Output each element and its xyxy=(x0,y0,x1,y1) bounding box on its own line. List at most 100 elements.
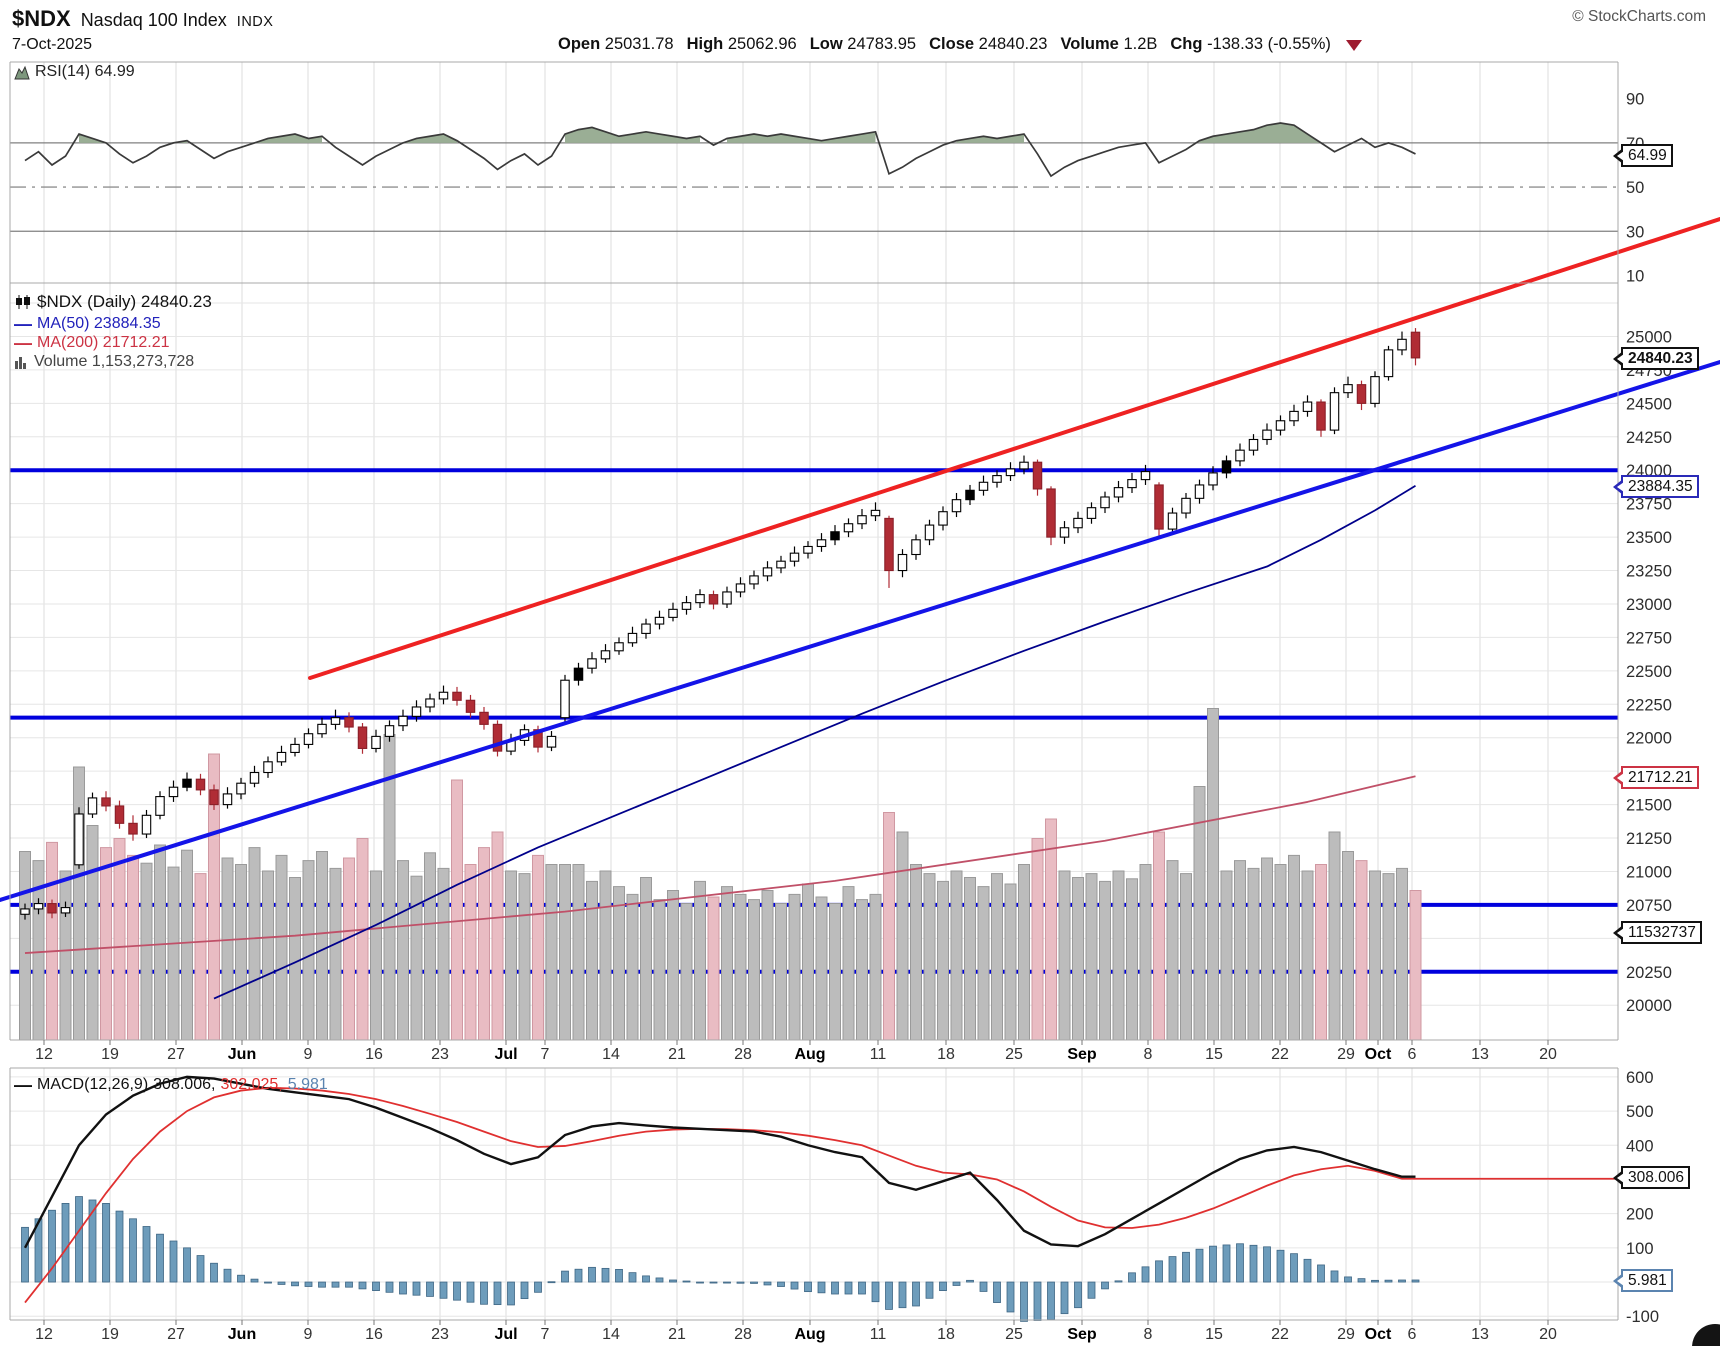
svg-text:13: 13 xyxy=(1471,1326,1489,1343)
svg-text:23750: 23750 xyxy=(1626,496,1672,514)
rsi-legend: RSI(14) 64.99 xyxy=(14,63,135,81)
svg-text:22750: 22750 xyxy=(1626,629,1672,647)
index-name: Nasdaq 100 Index xyxy=(80,10,227,30)
svg-text:8: 8 xyxy=(1144,1326,1153,1343)
svg-text:14: 14 xyxy=(602,1046,620,1063)
svg-text:21000: 21000 xyxy=(1626,863,1672,881)
svg-text:22: 22 xyxy=(1271,1046,1289,1063)
chart-header: $NDX Nasdaq 100 Index INDX xyxy=(12,6,273,32)
ma50-legend: — MA(50) 23884.35 xyxy=(14,314,161,334)
svg-text:22500: 22500 xyxy=(1626,663,1672,681)
svg-text:23000: 23000 xyxy=(1626,596,1672,614)
ma50-line-icon: — xyxy=(14,314,32,334)
svg-text:12: 12 xyxy=(35,1046,53,1063)
svg-text:28: 28 xyxy=(734,1326,752,1343)
svg-text:27: 27 xyxy=(167,1326,185,1343)
quote-summary: Open 25031.78 High 25062.96 Low 24783.95… xyxy=(558,35,1362,54)
macd-line-icon: — xyxy=(14,1075,32,1095)
svg-text:600: 600 xyxy=(1626,1069,1654,1087)
svg-text:6: 6 xyxy=(1408,1326,1417,1343)
svg-text:Aug: Aug xyxy=(794,1326,825,1343)
ma50-value-box: 23884.35 xyxy=(1621,475,1699,498)
svg-text:25: 25 xyxy=(1005,1046,1023,1063)
svg-text:Sep: Sep xyxy=(1067,1326,1097,1343)
svg-text:9: 9 xyxy=(304,1326,313,1343)
svg-text:21: 21 xyxy=(668,1046,686,1063)
svg-text:90: 90 xyxy=(1626,91,1644,109)
svg-text:-100: -100 xyxy=(1626,1308,1659,1326)
exchange-label: INDX xyxy=(236,14,274,30)
hist-value: 5.981 xyxy=(287,1076,328,1093)
svg-text:11: 11 xyxy=(870,1046,887,1063)
last-price-box: 24840.23 xyxy=(1621,347,1699,370)
svg-text:9: 9 xyxy=(304,1046,313,1063)
low-value: Low 24783.95 xyxy=(809,35,917,53)
svg-text:Jul: Jul xyxy=(494,1046,517,1063)
svg-text:Aug: Aug xyxy=(794,1046,825,1063)
svg-text:Sep: Sep xyxy=(1067,1046,1097,1063)
volume-value: Volume 1.2B xyxy=(1060,35,1158,53)
svg-text:25000: 25000 xyxy=(1626,328,1672,346)
svg-text:16: 16 xyxy=(365,1046,383,1063)
svg-text:20250: 20250 xyxy=(1626,964,1672,982)
high-value: High 25062.96 xyxy=(686,35,797,53)
close-value: Close 24840.23 xyxy=(929,35,1048,53)
rsi-area-icon xyxy=(14,65,30,79)
macd-value: 308.006, xyxy=(153,1076,216,1093)
svg-text:20000: 20000 xyxy=(1626,997,1672,1015)
svg-text:23: 23 xyxy=(431,1326,449,1343)
svg-text:8: 8 xyxy=(1144,1046,1153,1063)
svg-text:100: 100 xyxy=(1626,1240,1654,1258)
signal-value: 302.025, xyxy=(220,1076,283,1093)
svg-text:18: 18 xyxy=(937,1046,955,1063)
volume-legend: Volume 1,153,273,728 xyxy=(14,353,194,371)
macd-value-box: 308.006 xyxy=(1621,1166,1691,1189)
svg-text:23500: 23500 xyxy=(1626,529,1672,547)
stockcharts-watermark: © StockCharts.com xyxy=(1572,8,1706,25)
svg-text:500: 500 xyxy=(1626,1103,1654,1121)
svg-text:29: 29 xyxy=(1337,1326,1355,1343)
svg-text:400: 400 xyxy=(1626,1137,1654,1155)
svg-text:29: 29 xyxy=(1337,1046,1355,1063)
svg-text:13: 13 xyxy=(1471,1046,1489,1063)
svg-text:Jul: Jul xyxy=(494,1326,517,1343)
svg-text:20: 20 xyxy=(1539,1046,1557,1063)
candlestick-icon xyxy=(16,295,30,309)
ma200-legend: — MA(200) 21712.21 xyxy=(14,333,170,353)
svg-text:15: 15 xyxy=(1205,1046,1223,1063)
macd-params: MACD(12,26,9) xyxy=(37,1076,149,1093)
svg-text:Oct: Oct xyxy=(1365,1046,1392,1063)
svg-text:12: 12 xyxy=(35,1326,53,1343)
svg-text:20: 20 xyxy=(1539,1326,1557,1343)
macd-legend: — MACD(12,26,9) 308.006, 302.025, 5.981 xyxy=(14,1076,328,1094)
chart-date: 7-Oct-2025 xyxy=(12,36,93,53)
price-legend: $NDX (Daily) 24840.23 xyxy=(14,292,212,312)
open-value: Open 25031.78 xyxy=(558,35,674,53)
corner-logo-dot xyxy=(1692,1324,1720,1346)
svg-text:11: 11 xyxy=(870,1326,887,1343)
svg-text:22000: 22000 xyxy=(1626,730,1672,748)
svg-text:19: 19 xyxy=(101,1046,119,1063)
svg-text:50: 50 xyxy=(1626,179,1644,197)
svg-text:200: 200 xyxy=(1626,1206,1654,1224)
svg-text:24500: 24500 xyxy=(1626,395,1672,413)
svg-text:22250: 22250 xyxy=(1626,696,1672,714)
svg-text:21500: 21500 xyxy=(1626,797,1672,815)
ma200-value-box: 21712.21 xyxy=(1621,766,1699,789)
svg-text:28: 28 xyxy=(734,1046,752,1063)
svg-text:10: 10 xyxy=(1626,267,1644,285)
svg-text:7: 7 xyxy=(541,1326,550,1343)
svg-text:27: 27 xyxy=(167,1046,185,1063)
volume-bars-icon xyxy=(15,357,26,369)
svg-text:20750: 20750 xyxy=(1626,897,1672,915)
svg-text:Jun: Jun xyxy=(228,1046,256,1063)
svg-text:16: 16 xyxy=(365,1326,383,1343)
svg-text:21250: 21250 xyxy=(1626,830,1672,848)
change-value: Chg -138.33 (-0.55%) xyxy=(1170,35,1331,53)
change-down-triangle-icon xyxy=(1345,40,1362,51)
ticker-symbol: $NDX xyxy=(12,6,71,31)
rsi-value-box: 64.99 xyxy=(1621,144,1673,167)
svg-text:30: 30 xyxy=(1626,223,1644,241)
svg-text:15: 15 xyxy=(1205,1326,1223,1343)
